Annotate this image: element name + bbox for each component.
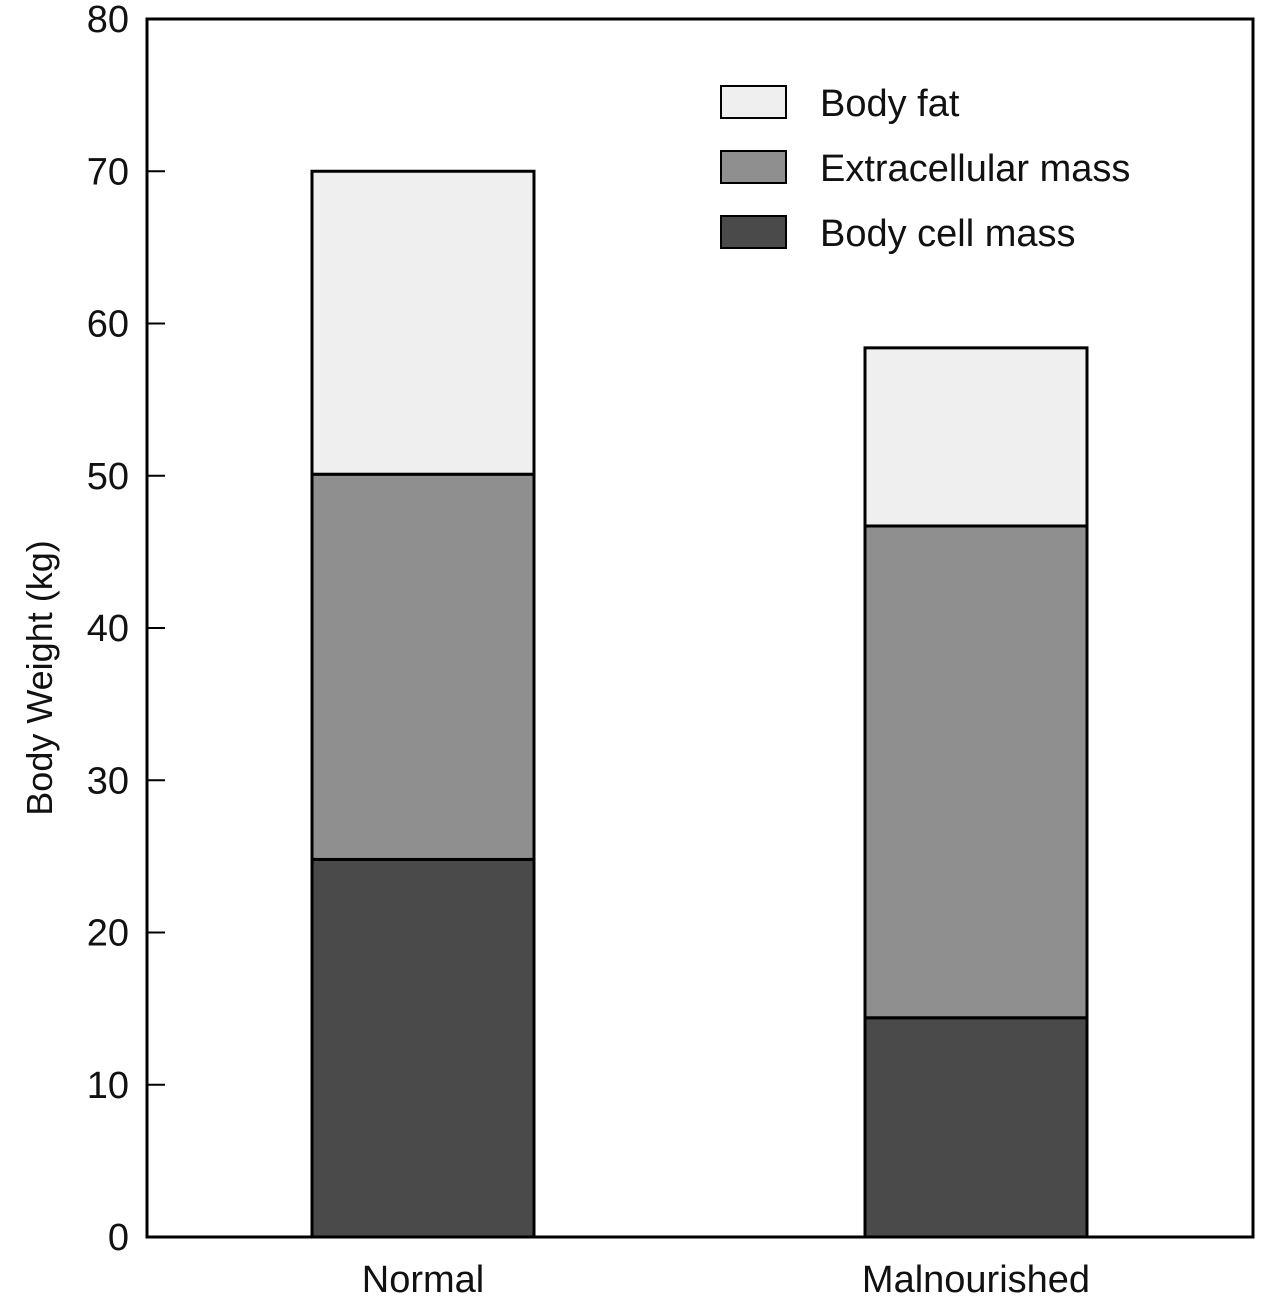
legend-label: Extracellular mass: [820, 148, 1130, 190]
x-category-label: Malnourished: [862, 1259, 1090, 1301]
y-tick-label: 0: [108, 1217, 129, 1259]
y-tick-label: 20: [87, 913, 129, 955]
y-tick-label: 80: [87, 0, 129, 41]
bar-segment-extracellular-mass: [863, 524, 1089, 1020]
bar-segment-body-fat: [863, 346, 1089, 528]
y-tick-label: 60: [87, 304, 129, 346]
y-tick-label: 30: [87, 760, 129, 802]
legend: Body fat Extracellular mass Body cell mass: [720, 83, 1130, 255]
x-axis: Normal Malnourished: [362, 1259, 1090, 1301]
y-tick-label: 10: [87, 1065, 129, 1107]
x-category-label: Normal: [362, 1259, 484, 1301]
legend-swatch: [720, 215, 787, 249]
bar-segment-body-cell-mass: [863, 1016, 1089, 1239]
legend-swatch: [720, 85, 787, 119]
legend-label: Body fat: [820, 83, 960, 125]
bar-segment-extracellular-mass: [310, 472, 536, 861]
y-axis-title: Body Weight (kg): [19, 540, 60, 815]
y-tick-label: 50: [87, 456, 129, 498]
bar-segment-body-cell-mass: [310, 857, 536, 1239]
bars-layer: [310, 169, 1089, 1239]
y-tick-label: 40: [87, 608, 129, 650]
legend-swatch: [720, 150, 787, 184]
y-tick-label: 70: [87, 151, 129, 193]
y-axis: 0 10 20 30 40 50 60 70 80: [87, 0, 165, 1259]
bar-segment-body-fat: [310, 169, 536, 476]
legend-label: Body cell mass: [820, 213, 1076, 255]
